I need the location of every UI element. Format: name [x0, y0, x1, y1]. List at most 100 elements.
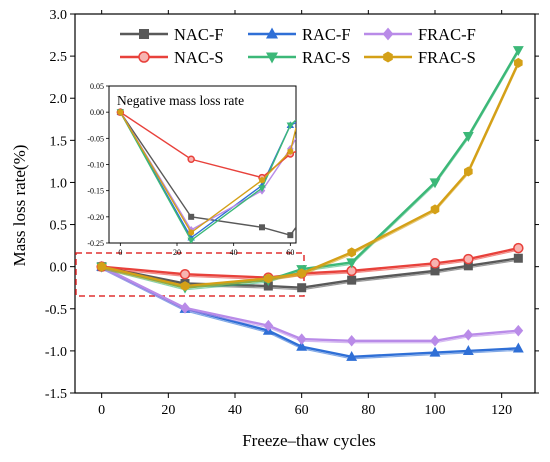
data-point [296, 340, 308, 351]
data-point [297, 283, 307, 293]
inset-data-point [188, 213, 195, 220]
inset-data-point [117, 108, 124, 116]
x-tick-label: 120 [491, 403, 512, 418]
series-rac-f [96, 260, 524, 361]
data-point [264, 273, 273, 284]
data-point [513, 253, 523, 263]
legend: NAC-F RAC-F FRAC-F NAC-S RAC-S FRAC-S [120, 25, 476, 67]
inset-y-tick-label: -0.20 [87, 213, 104, 222]
inset-y-tick-label: -0.15 [87, 187, 104, 196]
series-line [101, 246, 519, 279]
series-nac-s [96, 242, 524, 283]
series-line-shadow [101, 249, 519, 281]
series-line-shadow [101, 268, 519, 344]
legend-label: FRAC-F [418, 25, 476, 44]
y-tick-label: -0.5 [45, 303, 67, 318]
x-tick-label: 80 [361, 403, 375, 418]
data-point [463, 253, 474, 265]
x-tick-label: 60 [295, 403, 309, 418]
inset-data-point [187, 237, 195, 243]
legend-label: NAC-S [174, 48, 224, 67]
inset-data-point [259, 176, 265, 184]
inset-chart: 0.05 0.00 -0.05 -0.10 -0.15 -0.20 -0.25 0 20 40 60… [87, 82, 297, 257]
x-tick-label: 20 [161, 403, 175, 418]
legend-marker [265, 27, 279, 39]
series-line-shadow [101, 268, 519, 360]
data-point [97, 261, 106, 272]
data-point [346, 258, 358, 269]
legend-label: RAC-S [302, 48, 351, 67]
data-point [513, 324, 524, 337]
data-point [429, 258, 441, 269]
data-point [430, 335, 440, 347]
legend-marker [265, 52, 279, 64]
series-line [101, 62, 520, 288]
data-point [296, 333, 307, 345]
legend-label: RAC-F [302, 25, 351, 44]
inset-y-tick-label: 0.05 [90, 82, 104, 91]
y-tick-label: 1.5 [50, 134, 68, 149]
plot-frame [74, 13, 536, 394]
data-point [430, 204, 440, 215]
series-frac-s [97, 57, 523, 292]
x-tick-label: 40 [228, 403, 242, 418]
data-point [297, 268, 306, 279]
legend-marker [139, 29, 149, 39]
inset-data-point [287, 232, 294, 239]
data-point [462, 345, 474, 355]
data-point [513, 242, 524, 254]
data-point [180, 281, 190, 292]
inset-data-point [259, 224, 265, 231]
inset-y-tick-label: 0.00 [90, 108, 104, 117]
x-tick-label: 0 [98, 403, 105, 418]
y-tick-label: 0.5 [50, 219, 68, 234]
y-tick-label: -1.5 [45, 387, 67, 402]
data-point [429, 178, 441, 189]
inset-y-tick-label: -0.25 [87, 239, 104, 248]
inset-data-point [287, 148, 294, 155]
series-line-shadow [101, 64, 519, 289]
inset-x-tick-label: 20 [173, 248, 181, 257]
inset-data-point [187, 155, 195, 164]
inset-series-frac-s [117, 108, 296, 236]
inset-x-tick-label: 0 [118, 248, 122, 257]
inset-data-point [286, 122, 295, 130]
data-point [179, 268, 191, 280]
data-point [462, 132, 474, 142]
y-tick-label: 2.0 [50, 92, 68, 107]
y-tick-label: -1.0 [45, 345, 67, 360]
data-point [463, 329, 474, 341]
data-point [347, 247, 356, 258]
y-tick-label: 0.0 [50, 261, 68, 276]
y-tick-label: 3.0 [50, 8, 68, 23]
y-tick-label: 1.0 [50, 176, 68, 191]
y-axis-label: Mass loss rate(%) [10, 145, 29, 267]
inset-series-group [116, 108, 296, 243]
data-point [512, 342, 524, 353]
inset-title: Negative mass loss rate [117, 93, 244, 108]
data-point [346, 350, 358, 361]
data-point [429, 346, 441, 357]
x-tick-label: 100 [425, 403, 446, 418]
y-tick-label: 2.5 [50, 50, 68, 65]
data-point [263, 319, 274, 332]
inset-y-tick-label: -0.05 [87, 134, 104, 143]
inset-data-point [258, 185, 266, 193]
legend-marker [138, 51, 150, 63]
x-axis-label: Freeze–thaw cycles [242, 431, 376, 450]
series-line [101, 265, 519, 342]
legend-marker [382, 27, 394, 41]
inset-x-tick-label: 40 [230, 248, 238, 257]
zoom-highlight-box [75, 252, 305, 297]
data-point [512, 46, 524, 57]
data-point [347, 275, 357, 285]
data-point [464, 166, 473, 177]
legend-label: FRAC-S [418, 48, 476, 67]
data-point [514, 57, 523, 68]
inset-series-rac-s [116, 109, 296, 243]
legend-marker [383, 51, 393, 63]
data-point [346, 335, 357, 347]
series-frac-f [96, 260, 524, 347]
inset-data-point [188, 229, 195, 236]
